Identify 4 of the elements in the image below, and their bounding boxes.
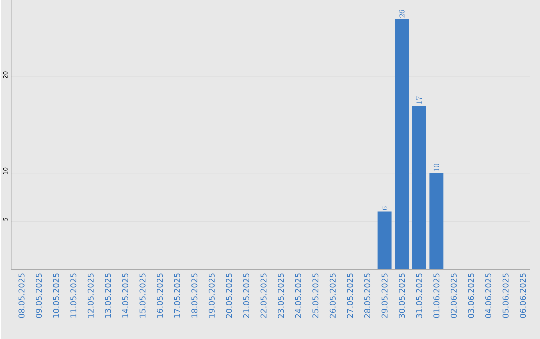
bar [412,106,426,270]
bar [430,173,444,270]
bar [395,19,410,270]
bar [378,212,392,270]
